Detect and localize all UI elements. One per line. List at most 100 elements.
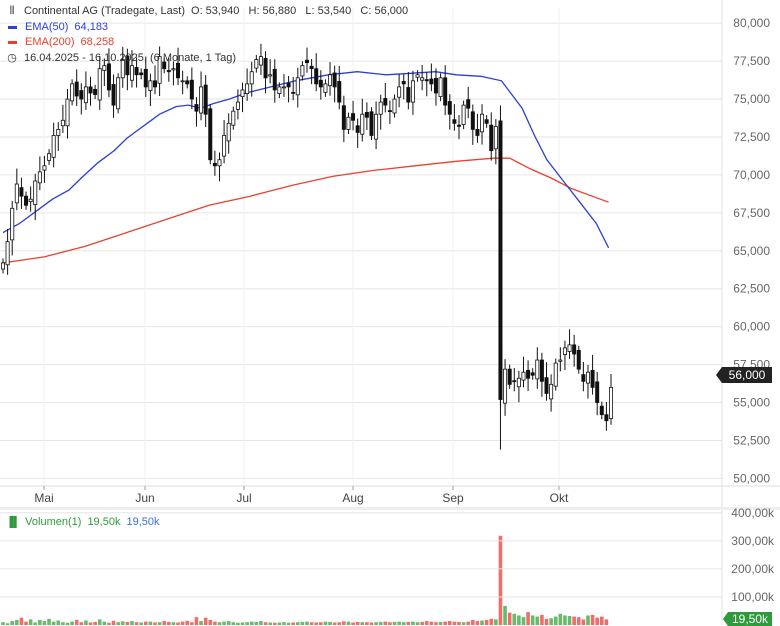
- candle-body: [194, 104, 199, 112]
- volume-bar: [15, 619, 19, 625]
- x-tick-label: Jun: [135, 491, 154, 505]
- volume-bar: [61, 622, 65, 625]
- clock-icon: ◷: [7, 51, 17, 64]
- candle-body: [286, 82, 291, 88]
- candle-body: [318, 79, 323, 88]
- candle: [456, 115, 461, 140]
- candle: [590, 354, 595, 395]
- volume-bar: [401, 622, 406, 625]
- volume-bar: [1, 622, 5, 625]
- y-tick-label: 65,000: [733, 244, 770, 258]
- candle-body: [97, 68, 102, 101]
- candle-body: [106, 63, 111, 91]
- candle: [300, 61, 305, 81]
- candle: [120, 46, 125, 88]
- volume-bar: [374, 622, 378, 625]
- volume-bar: [38, 619, 42, 625]
- y-tick-label: 72,500: [733, 130, 770, 144]
- candle: [37, 156, 42, 191]
- candle: [447, 94, 452, 130]
- volume-bar: [383, 621, 388, 625]
- volume-bar: [544, 618, 549, 625]
- candle: [277, 82, 282, 99]
- candle-body: [314, 68, 319, 85]
- candles: [0, 43, 614, 450]
- candle-body: [47, 153, 52, 161]
- candle-body: [295, 77, 300, 96]
- volume-bar: [415, 622, 420, 625]
- candle-body: [60, 119, 65, 127]
- candle-body: [263, 57, 268, 79]
- candle: [609, 374, 614, 425]
- volume-bar: [512, 613, 517, 625]
- candle-body: [590, 369, 595, 388]
- candle-body: [558, 359, 563, 362]
- y-tick-label: 80,000: [733, 16, 770, 30]
- candle: [374, 101, 379, 150]
- candle: [364, 102, 369, 131]
- candle: [599, 401, 604, 420]
- volume-bar: [475, 621, 480, 625]
- volume-bar: [162, 621, 167, 625]
- candle-body: [475, 128, 480, 136]
- candle-body: [79, 90, 84, 100]
- candle: [295, 67, 300, 108]
- volume-bar: [314, 622, 319, 625]
- candle: [480, 104, 485, 145]
- candle-body: [549, 383, 554, 400]
- candle-body: [410, 80, 415, 103]
- volume-bar: [56, 620, 61, 625]
- candle-body: [415, 74, 420, 78]
- candle: [208, 104, 213, 165]
- volume-bar: [148, 621, 153, 625]
- candle: [93, 84, 98, 100]
- candle-body: [447, 101, 452, 115]
- volume-bar: [97, 619, 102, 625]
- volume-bar: [530, 615, 535, 625]
- candle-body: [19, 187, 24, 197]
- candle: [42, 155, 47, 183]
- candle: [503, 359, 508, 416]
- candle: [328, 62, 333, 96]
- candle-body: [277, 86, 282, 94]
- candle-body: [466, 99, 471, 109]
- candle: [111, 74, 116, 118]
- volume-bar: [365, 622, 369, 625]
- candle: [291, 76, 296, 101]
- volume-bar: [245, 622, 249, 625]
- candle: [443, 65, 448, 116]
- candle: [0, 258, 6, 274]
- candle-body: [226, 122, 231, 142]
- candle-body: [429, 78, 434, 85]
- candle: [143, 56, 148, 97]
- ema50-path: [2, 71, 610, 249]
- candle: [424, 72, 429, 97]
- candle-body: [364, 112, 369, 118]
- volume-value-1: 19,50k: [87, 516, 121, 528]
- volume-bar: [576, 617, 581, 625]
- volume-label: Volumen(1): [25, 516, 82, 528]
- y-tick-label: 62,500: [733, 282, 770, 296]
- candle-body: [351, 113, 356, 121]
- candle: [521, 356, 526, 388]
- volume-bar: [263, 622, 268, 625]
- x-tick-label: Jul: [236, 491, 251, 505]
- candle-body: [516, 377, 521, 388]
- volume-bar: [494, 619, 498, 625]
- volume-tick-label: 300,00k: [731, 534, 775, 548]
- candle-body: [572, 344, 577, 355]
- candle-body: [309, 65, 314, 70]
- candle-body: [88, 86, 93, 94]
- candle-body: [355, 125, 360, 133]
- volume-bar: [254, 621, 259, 625]
- candle-body: [489, 124, 494, 152]
- candle: [272, 59, 277, 103]
- candle-body: [258, 56, 263, 66]
- candle: [461, 100, 466, 130]
- candle-body: [360, 113, 365, 135]
- candle: [171, 61, 176, 86]
- volume-bar: [282, 622, 286, 625]
- candle-body: [452, 119, 457, 124]
- candlestick-chart-icon: ⫴: [9, 5, 15, 17]
